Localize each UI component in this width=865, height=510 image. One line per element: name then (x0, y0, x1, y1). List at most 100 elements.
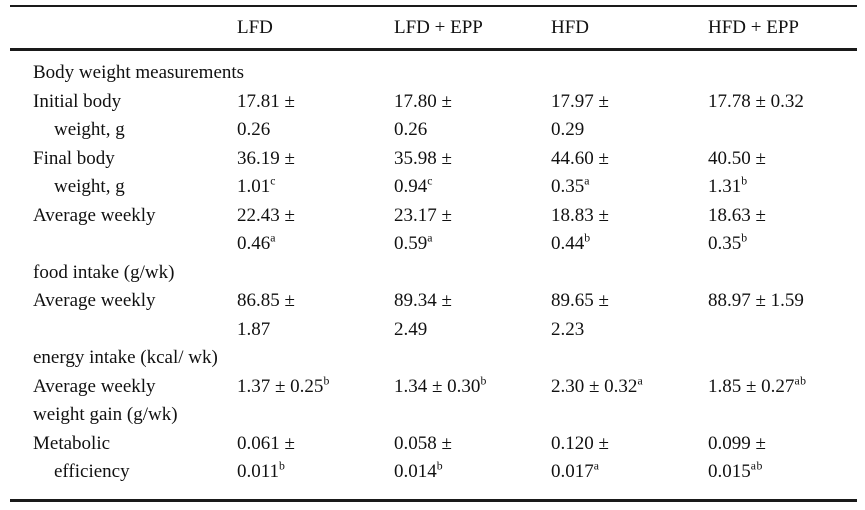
table-cell: 17.97 ± (551, 90, 609, 112)
table-cell: 0.59a (394, 231, 433, 254)
table-cell (708, 59, 857, 88)
table-cell: 0.061 ± (237, 432, 295, 454)
table-cell: 89.34 ± (394, 290, 452, 311)
table-cell: 0.017a (551, 459, 600, 482)
table-row: weight, g 0.26 0.26 0.29 (10, 116, 857, 145)
significance-superscript: ab (794, 374, 807, 388)
table-body: Body weight measurements Initial body 17.8… (10, 51, 857, 499)
table-row: Body weight measurements (10, 59, 857, 88)
table-cell: 0.29 (551, 119, 585, 140)
column-header: HFD + EPP (708, 16, 799, 38)
table-cell: 23.17 ± (394, 204, 452, 226)
significance-superscript: b (323, 374, 330, 388)
significance-superscript: a (427, 231, 433, 245)
row-label: Initial body (33, 90, 122, 112)
row-label: weight gain (g/wk) (33, 404, 178, 425)
table-cell (237, 344, 394, 373)
table-cell (394, 59, 551, 88)
table-cell: 86.85 ± (237, 290, 295, 311)
table-cell (237, 401, 394, 430)
table-bottom-rule (10, 498, 857, 502)
significance-superscript: a (593, 459, 600, 473)
table-row: Average weekly 86.85 ± 89.34 ± 89.65 ± 88.97… (10, 287, 857, 316)
table-cell: 18.63 ± (708, 204, 766, 226)
table-row: Final body 36.19 ± 35.98 ± 44.60 ± 40.50 ± (10, 145, 857, 174)
header-separator-rule (10, 48, 857, 51)
table-top-rule (10, 5, 857, 7)
row-label: Final body (33, 147, 115, 169)
table-cell: 2.23 (551, 318, 585, 340)
significance-superscript: a (584, 174, 590, 188)
table-cell: 1.31b (708, 174, 748, 197)
table-cell: 0.44b (551, 231, 591, 254)
table-cell: 0.014b (394, 459, 444, 482)
significance-superscript: c (270, 174, 276, 188)
table-row: energy intake (kcal/ wk) (10, 344, 857, 373)
significance-superscript: a (637, 374, 644, 388)
table-cell: 0.46a (237, 231, 276, 254)
row-label: food intake (g/wk) (33, 261, 175, 283)
table-cell: 44.60 ± (551, 147, 609, 169)
table-cell (708, 316, 857, 345)
table-cell: 35.98 ± (394, 147, 452, 169)
row-label: energy intake (kcal/ wk) (33, 347, 218, 368)
table-row: Average weekly 1.37 ± 0.25b 1.34 ± 0.30b 2.… (10, 373, 857, 402)
table-cell: 89.65 ± (551, 290, 609, 311)
table-cell (394, 259, 551, 288)
table-cell: 17.78 ± 0.32 (708, 90, 804, 112)
header-row: LFD LFD + EPP HFD HFD + EPP (10, 7, 857, 48)
row-label: weight, g (54, 119, 125, 140)
table-cell (708, 259, 857, 288)
table-cell: 0.35a (551, 174, 590, 197)
results-table: LFD LFD + EPP HFD HFD + EPP Body weight mea… (10, 5, 857, 502)
table-cell: 1.87 (237, 318, 271, 340)
row-label: weight, g (54, 176, 125, 197)
table-cell: 1.85 ± 0.27ab (708, 374, 807, 397)
table-cell (551, 59, 708, 88)
table-cell (394, 344, 551, 373)
table-cell: 0.120 ± (551, 432, 609, 454)
row-label: Body weight measurements (33, 62, 245, 83)
row-label: Average weekly (33, 204, 156, 226)
table-row: efficiency 0.011b 0.014b 0.017a 0.015ab (10, 458, 857, 487)
row-label: efficiency (54, 461, 130, 482)
column-header: LFD + EPP (394, 16, 483, 38)
table-cell (708, 401, 857, 430)
row-label (33, 230, 237, 259)
table-cell: 40.50 ± (708, 147, 766, 169)
table-cell: 1.37 ± 0.25b (237, 374, 330, 397)
table-cell: 1.01c (237, 174, 276, 197)
row-label: Average weekly (33, 290, 156, 311)
table-cell: 0.26 (237, 119, 271, 140)
table-cell: 88.97 ± 1.59 (708, 290, 804, 311)
table-cell: 17.81 ± (237, 90, 295, 112)
table-row: Average weekly 22.43 ± 23.17 ± 18.83 ± 18.63… (10, 202, 857, 231)
significance-superscript: a (270, 231, 276, 245)
significance-superscript: b (741, 231, 748, 245)
table-cell (394, 401, 551, 430)
table-cell (237, 259, 394, 288)
table-row: weight gain (g/wk) (10, 401, 857, 430)
row-label: Average weekly (33, 375, 156, 397)
table-cell (551, 259, 708, 288)
table-cell: 0.26 (394, 119, 428, 140)
significance-superscript: b (436, 459, 444, 473)
table-cell: 17.80 ± (394, 90, 452, 112)
significance-superscript: b (480, 374, 487, 388)
significance-superscript: b (741, 174, 748, 188)
significance-superscript: b (584, 231, 591, 245)
table-cell: 2.49 (394, 318, 428, 340)
table-cell (708, 116, 857, 145)
table-cell: 0.011b (237, 459, 286, 482)
table-cell (551, 344, 708, 373)
column-header: HFD (551, 16, 590, 38)
table-row: food intake (g/wk) (10, 259, 857, 288)
significance-superscript: c (427, 174, 433, 188)
table-cell: 0.94c (394, 174, 433, 197)
table-cell: 1.34 ± 0.30b (394, 374, 487, 397)
table-cell (237, 59, 394, 88)
table-cell: 22.43 ± (237, 204, 295, 226)
table-cell: 18.83 ± (551, 204, 609, 226)
table-cell: 0.35b (708, 231, 748, 254)
table-row: 0.46a 0.59a 0.44b 0.35b (10, 230, 857, 259)
